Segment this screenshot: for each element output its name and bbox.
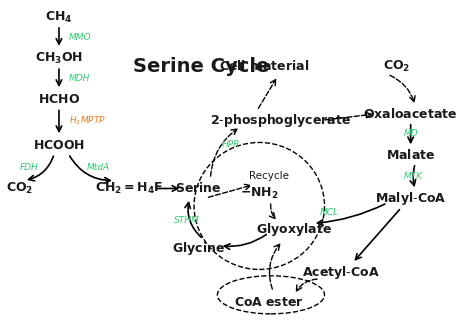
Text: $\mathbf{Acetyl\text{-}CoA}$: $\mathbf{Acetyl\text{-}CoA}$ <box>302 264 380 281</box>
Text: HPR: HPR <box>222 140 240 149</box>
Text: $\mathbf{CH_3OH}$: $\mathbf{CH_3OH}$ <box>35 51 83 66</box>
Text: $\mathbf{CO_2}$: $\mathbf{CO_2}$ <box>6 181 33 196</box>
Text: $\mathbf{CH_4}$: $\mathbf{CH_4}$ <box>45 9 73 25</box>
Text: FDH: FDH <box>19 163 38 172</box>
Text: MtdA: MtdA <box>87 163 110 172</box>
Text: $\mathbf{Oxaloacetate}$: $\mathbf{Oxaloacetate}$ <box>364 107 458 121</box>
Text: $\mathbf{CoA\ ester}$: $\mathbf{CoA\ ester}$ <box>234 296 303 309</box>
Text: $\mathbf{CO_2}$: $\mathbf{CO_2}$ <box>383 59 410 74</box>
Text: MMO: MMO <box>68 33 91 42</box>
Text: $\mathbf{Serine}$: $\mathbf{Serine}$ <box>175 182 222 195</box>
Text: $\mathbf{-NH_2}$: $\mathbf{-NH_2}$ <box>240 186 279 201</box>
Text: Recycle: Recycle <box>248 171 289 181</box>
Text: $\mathbf{Malyl\text{-}CoA}$: $\mathbf{Malyl\text{-}CoA}$ <box>375 190 447 206</box>
Text: $\mathbf{2\text{-}phosphoglycerate}$: $\mathbf{2\text{-}phosphoglycerate}$ <box>210 112 351 129</box>
Text: MD: MD <box>404 130 418 138</box>
Text: STHM: STHM <box>174 216 200 225</box>
Text: $\mathit{H_2MPTP}$: $\mathit{H_2MPTP}$ <box>69 115 106 127</box>
Text: Serine Cycle: Serine Cycle <box>133 57 269 76</box>
Text: $\mathbf{HCOOH}$: $\mathbf{HCOOH}$ <box>33 139 85 152</box>
Text: MDH: MDH <box>68 74 90 83</box>
Text: $\mathbf{CH_2{=}H_4F}$: $\mathbf{CH_2{=}H_4F}$ <box>95 181 163 196</box>
Text: $\mathbf{Glyoxylate}$: $\mathbf{Glyoxylate}$ <box>256 221 332 238</box>
Text: $\mathbf{Glycine}$: $\mathbf{Glycine}$ <box>172 240 225 257</box>
Text: MCL: MCL <box>319 208 338 217</box>
Text: MTK: MTK <box>404 172 423 181</box>
Text: $\mathbf{HCHO}$: $\mathbf{HCHO}$ <box>38 93 80 106</box>
Text: $\mathbf{Malate}$: $\mathbf{Malate}$ <box>386 148 436 162</box>
Text: $\mathbf{Cell\ material}$: $\mathbf{Cell\ material}$ <box>219 59 309 73</box>
